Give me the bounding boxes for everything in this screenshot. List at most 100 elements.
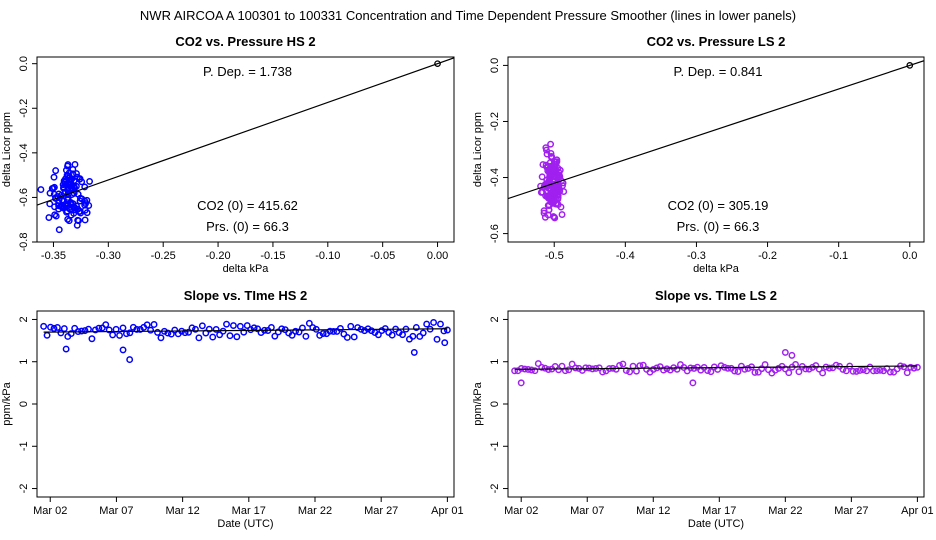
data-point <box>164 329 172 337</box>
data-point <box>531 367 539 375</box>
data-point <box>540 183 548 191</box>
data-point <box>116 331 123 339</box>
data-point <box>714 365 722 373</box>
data-point <box>734 368 742 375</box>
data-point <box>368 327 375 335</box>
data-point <box>223 320 230 328</box>
data-point <box>240 328 248 336</box>
data-point <box>547 198 555 205</box>
data-point <box>51 211 59 219</box>
data-point <box>302 332 310 340</box>
data-point <box>326 327 334 335</box>
y-axis-label: ppm/kPa <box>1 381 13 425</box>
data-point <box>795 368 803 376</box>
data-point <box>50 183 58 191</box>
data-point <box>761 361 769 368</box>
data-point <box>229 322 237 329</box>
panel-p3: Slope vs. TIme HS 2 Mar 02 Mar 07 Mar 12 Mar… <box>1 288 464 530</box>
data-point <box>561 367 569 375</box>
x-tick-label: -0.35 <box>41 250 66 262</box>
data-point <box>205 325 213 333</box>
data-point <box>51 203 58 211</box>
x-tick-label: 0.0 <box>902 250 917 262</box>
data-point <box>233 333 241 341</box>
origin-point <box>434 60 441 68</box>
data-point <box>67 330 75 337</box>
data-point <box>247 326 255 334</box>
data-point <box>350 333 358 341</box>
data-point <box>76 175 84 183</box>
data-point <box>595 364 603 372</box>
data-point <box>55 226 63 234</box>
data-point <box>419 329 427 337</box>
data-point <box>517 364 525 372</box>
x-tick-label: Mar 22 <box>768 505 802 517</box>
data-point <box>540 207 548 215</box>
y-axis-label: ppm/kPa <box>472 381 484 425</box>
panels: CO2 vs. Pressure HS 2-0.35 -0.30 -0.25 -0.2… <box>1 34 934 530</box>
data-point <box>295 328 303 336</box>
data-point <box>819 369 827 377</box>
data-point <box>68 182 76 190</box>
data-point <box>552 158 559 166</box>
data-point <box>541 213 549 221</box>
co2-intercept-annotation: CO2 (0) = 305.19 <box>668 198 769 213</box>
data-point <box>354 324 362 331</box>
data-point <box>81 197 89 205</box>
data-point <box>254 325 262 333</box>
y-tick-label: 0.0 <box>489 58 501 73</box>
x-tick-label: -0.30 <box>96 250 121 262</box>
data-point <box>572 364 579 372</box>
data-point <box>825 364 833 372</box>
y-axis-label: delta Licor ppm <box>472 112 484 187</box>
x-tick-label: Apr 01 <box>901 505 933 517</box>
data-point <box>423 320 431 328</box>
data-point <box>57 329 65 337</box>
data-point <box>198 322 206 330</box>
data-point <box>869 367 877 375</box>
data-point <box>316 331 324 339</box>
data-point <box>40 322 48 330</box>
data-point <box>717 362 725 370</box>
y-axis-label: delta Licor ppm <box>1 112 13 187</box>
pressure-dependence-annotation: P. Dep. = 0.841 <box>673 64 762 79</box>
x-tick-label: -0.1 <box>829 250 848 262</box>
y-tick-label: -2 <box>18 484 30 494</box>
data-point <box>859 366 867 374</box>
data-point <box>568 360 576 368</box>
data-point <box>343 334 351 341</box>
y-tick-label: 1 <box>18 359 30 365</box>
data-point <box>441 339 449 347</box>
panel-title: CO2 vs. Pressure HS 2 <box>175 34 315 49</box>
y-tick-label: -1 <box>18 441 30 451</box>
data-point <box>547 150 555 157</box>
y-tick-label: 1 <box>489 359 501 365</box>
data-point <box>319 330 327 338</box>
data-point <box>517 379 525 387</box>
x-tick-label: Mar 12 <box>636 505 670 517</box>
data-point <box>886 368 894 376</box>
data-point <box>812 362 820 370</box>
data-point <box>626 368 634 376</box>
data-point <box>126 356 134 364</box>
x-tick-label: Mar 07 <box>99 505 133 517</box>
data-point <box>430 319 438 326</box>
data-point <box>216 331 224 339</box>
data-point <box>903 369 911 377</box>
data-point <box>751 368 759 376</box>
panel-p2: CO2 vs. Pressure LS 2 -0.5 -0.4 -0.3 -0.2 -0.… <box>472 34 925 275</box>
data-point <box>538 173 546 181</box>
data-point <box>209 333 217 341</box>
data-point <box>744 365 752 372</box>
data-point <box>195 334 203 342</box>
panel-title: Slope vs. TIme HS 2 <box>184 288 308 303</box>
data-point <box>565 366 573 374</box>
x-tick-label: Mar 07 <box>570 505 604 517</box>
plot-frame <box>507 56 925 243</box>
panel-title: CO2 vs. Pressure LS 2 <box>647 34 786 49</box>
data-point <box>622 367 630 374</box>
y-tick-label: -0.8 <box>18 233 30 252</box>
data-point <box>305 319 313 327</box>
data-point <box>119 324 127 332</box>
fit-line <box>37 57 454 206</box>
